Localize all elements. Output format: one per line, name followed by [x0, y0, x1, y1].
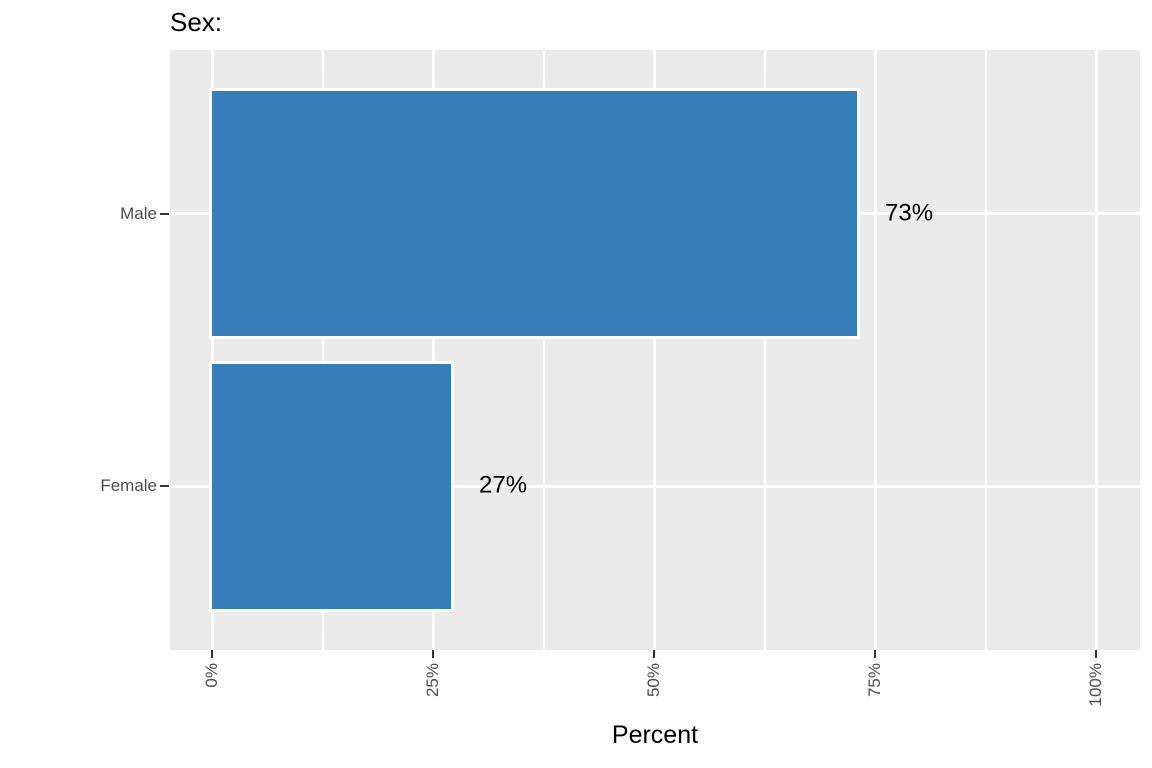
x-axis-tick-label: 25%	[423, 663, 442, 698]
x-axis-tick-label: 75%	[865, 663, 884, 698]
bar-male	[209, 88, 860, 339]
bar-female	[209, 361, 454, 612]
major-gridline	[170, 484, 1140, 488]
bar-value-label: 73%	[885, 199, 934, 227]
y-axis-label-male: Male	[120, 204, 157, 223]
x-axis-tick	[432, 650, 434, 658]
major-gridline	[210, 50, 214, 650]
major-gridline	[1094, 50, 1098, 650]
minor-gridline	[984, 50, 987, 650]
x-axis-title: Percent	[611, 721, 699, 749]
minor-gridline	[321, 50, 324, 650]
y-axis-tick	[160, 485, 169, 487]
x-axis-tick	[653, 650, 655, 658]
plot-panel: 73% 27%	[170, 50, 1140, 650]
major-gridline	[431, 50, 435, 650]
bar-value-label: 27%	[479, 471, 528, 499]
y-axis-label-female: Female	[100, 476, 157, 495]
y-axis-tick	[160, 213, 169, 215]
x-axis-tick-label: 0%	[202, 663, 221, 688]
major-gridline	[652, 50, 656, 650]
minor-gridline	[763, 50, 766, 650]
x-axis-tick	[874, 650, 876, 658]
major-gridline	[873, 50, 877, 650]
minor-gridline	[542, 50, 545, 650]
x-axis-tick-label: 100%	[1086, 663, 1105, 707]
x-axis-tick	[211, 650, 213, 658]
x-axis-tick	[1095, 650, 1097, 658]
chart-title: Sex:	[170, 7, 223, 37]
x-axis-tick-label: 50%	[644, 663, 663, 698]
